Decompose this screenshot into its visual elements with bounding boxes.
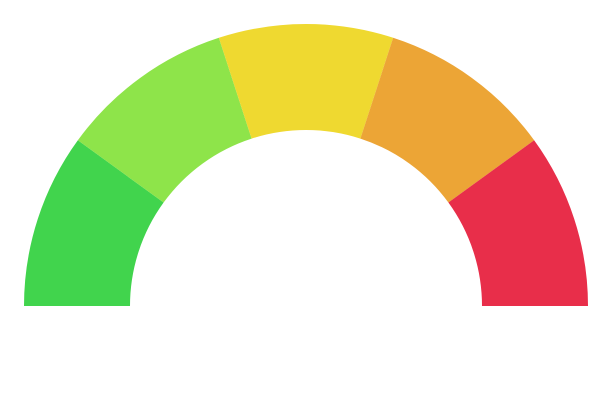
gauge-segment-3: [218, 23, 394, 139]
gauge-segment-5: [448, 140, 588, 306]
gauge-segment-2: [77, 37, 252, 203]
gauge-segment-1: [24, 140, 164, 306]
gauge-segment-4: [360, 37, 535, 203]
